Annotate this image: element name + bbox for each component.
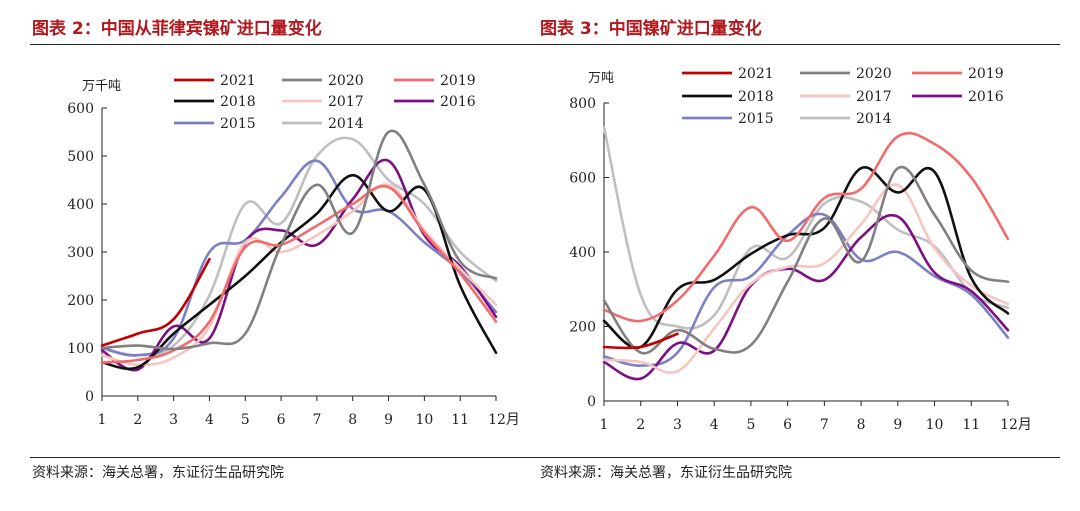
x-tick-label: 11 (451, 412, 469, 428)
y-tick-label: 200 (67, 293, 94, 309)
x-tick-label: 9 (384, 412, 393, 428)
x-tick-label: 1 (98, 412, 107, 428)
x-tick-label: 9 (893, 417, 902, 433)
source-rule (30, 457, 552, 458)
y-tick-label: 400 (67, 197, 94, 213)
series-line-2017 (100, 183, 498, 367)
x-tick-label: 5 (746, 417, 755, 433)
x-tick-label: 2 (133, 412, 142, 428)
series-line-2016 (602, 213, 1010, 381)
series-line-2021 (602, 332, 679, 350)
legend-label-2015: 2015 (738, 111, 774, 127)
x-tick-label: 10 (415, 412, 433, 428)
source-rule (538, 457, 1060, 458)
x-tick-label: 12月 (1000, 417, 1032, 433)
x-tick-label: 3 (673, 417, 682, 433)
series-line-2014 (100, 136, 498, 357)
legend-label-2014: 2014 (856, 111, 892, 127)
legend-label-2020: 2020 (328, 73, 364, 89)
line-chart-china-nickel-ore: 0 200 400 600 800 1 2 3 4 5 6 7 8 9 10 11 12月 万吨 2021 2020 2… (569, 66, 1032, 433)
legend-label-2017: 2017 (856, 89, 892, 105)
legend-label-2016: 2016 (440, 94, 476, 110)
series-line-2018 (602, 166, 1010, 349)
panel-title: 图表 3：中国镍矿进口量变化 (540, 19, 762, 39)
y-tick-label: 400 (569, 245, 596, 261)
x-tick-label: 11 (962, 417, 980, 433)
y-tick-label: 500 (67, 149, 94, 165)
y-tick-label: 600 (569, 171, 596, 187)
title-rule (30, 44, 552, 45)
y-tick-label: 800 (569, 96, 596, 112)
series-line-2015 (100, 159, 498, 357)
x-tick-label: 12月 (488, 412, 520, 428)
series-line-2020 (602, 165, 1010, 355)
x-tick-label: 2 (636, 417, 645, 433)
x-tick-label: 8 (857, 417, 866, 433)
legend-label-2018: 2018 (738, 89, 774, 105)
x-tick-label: 10 (926, 417, 944, 433)
legend-label-2019: 2019 (968, 66, 1004, 82)
line-chart-philippines-nickel-ore: 0 100 200 300 400 500 600 1 2 3 4 5 6 7 8 9 10 11 12月 万千吨 20… (67, 73, 520, 428)
series-line-2019 (100, 184, 498, 364)
chart-panel-right: 图表 3：中国镍矿进口量变化 0 200 400 600 800 1 2 3 4 5 6 7 8 9 10 1… (530, 0, 1060, 511)
x-tick-label: 4 (710, 417, 719, 433)
x-tick-label: 7 (820, 417, 829, 433)
y-tick-label: 0 (587, 394, 596, 410)
x-tick-label: 1 (600, 417, 609, 433)
legend-label-2021: 2021 (738, 66, 774, 82)
legend-label-2017: 2017 (328, 94, 364, 110)
y-unit-label: 万千吨 (82, 79, 121, 94)
legend-label-2014: 2014 (328, 116, 364, 132)
series-line-2019 (602, 131, 1010, 323)
legend-label-2018: 2018 (220, 94, 256, 110)
series-line-2021 (100, 257, 211, 347)
x-tick-label: 6 (277, 412, 286, 428)
x-tick-label: 5 (241, 412, 250, 428)
y-tick-label: 100 (67, 341, 94, 357)
legend-label-2020: 2020 (856, 66, 892, 82)
series-line-2015 (602, 212, 1010, 367)
source-note: 资料来源：海关总署，东证衍生品研究院 (32, 465, 284, 481)
source-note: 资料来源：海关总署，东证衍生品研究院 (540, 465, 792, 481)
x-tick-label: 8 (348, 412, 357, 428)
x-tick-label: 6 (783, 417, 792, 433)
x-tick-label: 7 (312, 412, 321, 428)
legend-label-2015: 2015 (220, 116, 256, 132)
series-line-2020 (100, 129, 498, 351)
legend-label-2021: 2021 (220, 73, 256, 89)
chart-panel-left: 图表 2：中国从菲律宾镍矿进口量变化 0 100 200 300 400 500 600 1 2… (22, 0, 552, 511)
legend-label-2019: 2019 (440, 73, 476, 89)
x-tick-label: 4 (205, 412, 214, 428)
y-tick-label: 0 (85, 389, 94, 405)
series-line-2014 (602, 125, 1010, 330)
y-tick-label: 600 (67, 101, 94, 117)
panel-title: 图表 2：中国从菲律宾镍矿进口量变化 (32, 19, 322, 39)
x-tick-label: 3 (169, 412, 178, 428)
title-rule (538, 44, 1060, 45)
y-tick-label: 300 (67, 245, 94, 261)
y-unit-label: 万吨 (588, 71, 614, 86)
y-tick-label: 200 (569, 320, 596, 336)
legend-label-2016: 2016 (968, 89, 1004, 105)
series-line-2017 (602, 183, 1010, 374)
